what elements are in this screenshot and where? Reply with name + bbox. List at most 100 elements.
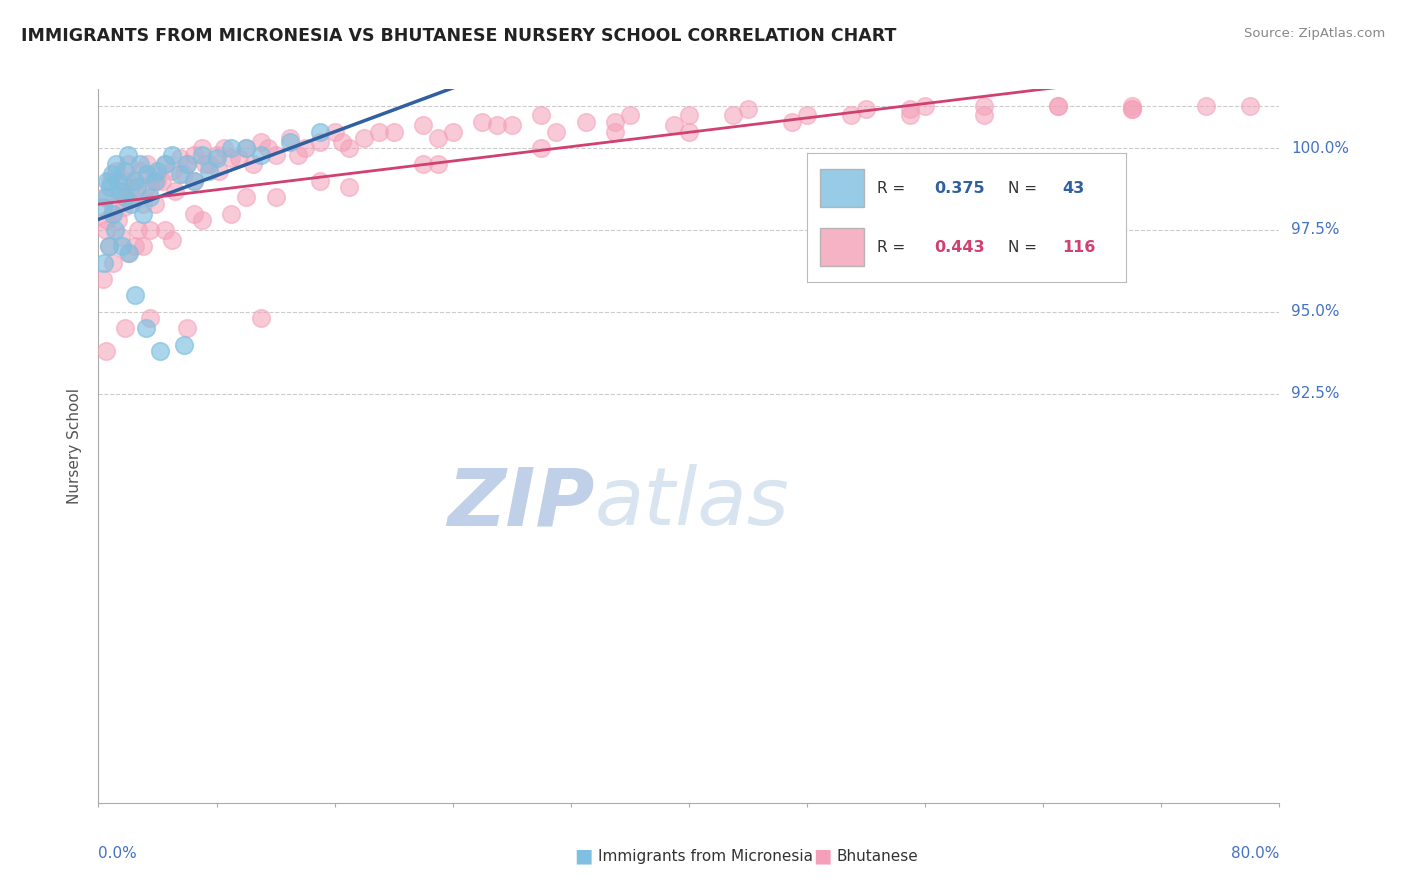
Point (471, 115, 494, 129)
Point (139, 311, 162, 326)
Point (103, 255, 125, 269)
Point (120, 180, 142, 194)
Point (146, 174, 169, 188)
Point (110, 184, 132, 198)
Point (128, 164, 150, 178)
Text: Immigrants from Micronesia: Immigrants from Micronesia (598, 849, 813, 863)
Point (737, 102, 759, 116)
Point (132, 239, 155, 253)
Point (205, 147, 228, 161)
Point (173, 167, 195, 181)
Point (278, 131, 302, 145)
Point (368, 125, 391, 139)
Point (114, 190, 136, 204)
Point (91, 200, 114, 214)
Point (678, 108, 700, 122)
Point (183, 206, 205, 220)
Point (250, 311, 273, 326)
Point (135, 321, 157, 335)
Text: 116: 116 (1062, 240, 1095, 255)
Point (1121, 102, 1143, 116)
Point (96, 174, 118, 188)
Point (198, 164, 221, 178)
Point (162, 147, 183, 161)
Point (198, 157, 221, 171)
Point (165, 184, 187, 198)
Text: ■: ■ (813, 847, 832, 866)
Point (114, 321, 136, 335)
Point (132, 196, 155, 211)
Point (605, 115, 627, 129)
Point (114, 190, 136, 204)
Point (108, 184, 131, 198)
Point (219, 206, 243, 220)
Point (330, 135, 353, 149)
Point (205, 151, 228, 165)
Point (208, 164, 231, 178)
Point (839, 108, 862, 122)
Point (1046, 98, 1069, 112)
Point (162, 164, 183, 178)
Point (143, 196, 166, 211)
Text: Bhutanese: Bhutanese (837, 849, 918, 863)
Point (169, 151, 191, 165)
Y-axis label: Nursery School: Nursery School (67, 388, 83, 504)
Point (427, 131, 450, 145)
Point (169, 167, 191, 181)
Point (191, 141, 214, 155)
Point (103, 206, 125, 220)
Point (183, 147, 205, 161)
Text: R =: R = (877, 240, 905, 255)
Text: 97.5%: 97.5% (1291, 222, 1340, 237)
Point (914, 98, 936, 112)
Point (139, 223, 162, 237)
Point (323, 125, 346, 139)
Point (191, 213, 214, 227)
Point (250, 147, 273, 161)
Point (139, 190, 162, 204)
Text: N =: N = (1008, 240, 1038, 255)
Point (100, 206, 122, 220)
Point (664, 118, 686, 132)
Point (97, 239, 120, 253)
Text: atlas: atlas (595, 464, 789, 542)
Point (212, 141, 235, 155)
Point (149, 344, 172, 359)
Point (117, 245, 139, 260)
Point (176, 321, 198, 335)
Point (235, 190, 257, 204)
Point (486, 118, 509, 132)
Point (94, 190, 117, 204)
Point (183, 174, 205, 188)
Point (973, 98, 995, 112)
Point (176, 157, 198, 171)
Point (94, 223, 117, 237)
Point (122, 174, 145, 188)
Text: N =: N = (1008, 180, 1038, 195)
Point (136, 167, 159, 181)
Point (782, 115, 804, 129)
Point (219, 141, 243, 155)
Point (973, 108, 995, 122)
Point (127, 223, 149, 237)
Text: 0.0%: 0.0% (98, 846, 138, 861)
Point (855, 102, 877, 116)
Point (530, 108, 553, 122)
Point (98, 180, 121, 194)
Point (146, 164, 169, 178)
Point (117, 157, 139, 171)
Point (1239, 98, 1261, 112)
Point (105, 164, 128, 178)
Point (124, 239, 146, 253)
Point (103, 200, 125, 214)
Point (257, 141, 280, 155)
Point (427, 157, 450, 171)
Point (605, 125, 627, 139)
Point (111, 174, 134, 188)
Point (121, 190, 143, 204)
Point (97, 239, 120, 253)
Point (194, 157, 217, 171)
Text: R =: R = (877, 180, 905, 195)
Point (128, 157, 150, 171)
Point (353, 131, 375, 145)
